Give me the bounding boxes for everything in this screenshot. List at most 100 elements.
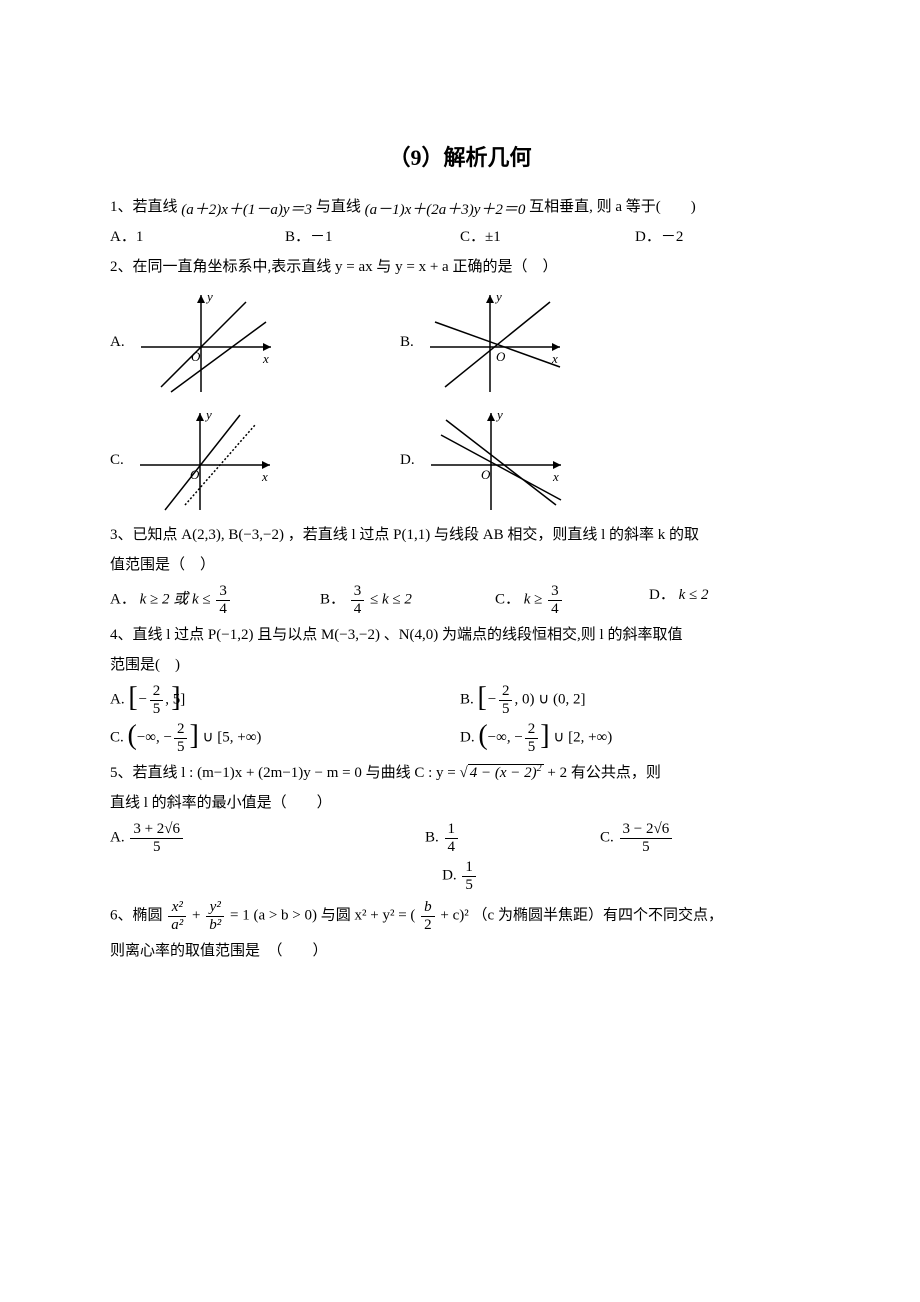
q5-opt-a: A. 3 + 2√65 — [110, 821, 425, 855]
q6-frac2: y²b² — [206, 899, 224, 933]
q2-stem: 2、在同一直角坐标系中,表示直线 y = ax 与 y = x + a 正确的是… — [110, 255, 810, 279]
q6-frac1: x²a² — [168, 899, 186, 933]
q1-tail: 互相垂直, 则 a 等于( ) — [529, 199, 696, 215]
q3-options: A． k ≥ 2 或 k ≤ 34 B． 34 ≤ k ≤ 2 C． k ≥ 3… — [110, 583, 810, 617]
q4-a-pre: A. — [110, 692, 128, 708]
q2-label-d: D. — [400, 448, 415, 472]
q2-label-c: C. — [110, 448, 124, 472]
q5-a-pre: A. — [110, 830, 128, 846]
q3-a-frac: 34 — [216, 583, 230, 617]
q1-line2: (a－1)x＋(2a＋3)y＋2＝0 — [365, 202, 526, 218]
q1-stem: 1、若直线 (a＋2)x＋(1－a)y＝3 与直线 (a－1)x＋(2a＋3)y… — [110, 195, 810, 219]
q3-a-pre: A． — [110, 592, 136, 608]
q2-graph-d: D. O x y — [400, 405, 660, 515]
q5-c-pre: C. — [600, 830, 618, 846]
q5-pre: 5、若直线 l : (m−1)x + (2m−1)y − m = 0 与曲线 C… — [110, 765, 460, 781]
q4-a-frac: 25 — [150, 683, 164, 717]
q4-c-frac: 25 — [174, 721, 188, 755]
origin-label: O — [190, 467, 200, 482]
q4-stem2: 范围是( ) — [110, 653, 810, 677]
q6-stem: 6、椭圆 x²a² + y²b² = 1 (a > b > 0) 与圆 x² +… — [110, 899, 810, 933]
q2-row2: C. O x y D. O x y — [110, 405, 810, 515]
q1-options: A．1 B．－1 C．±1 D．－2 — [110, 225, 810, 249]
q5-d-frac: 15 — [462, 859, 476, 893]
q1-mid: 与直线 — [316, 199, 361, 215]
q4-b-tail: , 0) ∪ (0, 2] — [514, 692, 585, 708]
q5-opt-c: C. 3 − 2√65 — [600, 821, 796, 855]
q1-pre: 1、若直线 — [110, 199, 178, 215]
coord-plot-a: O x y — [131, 287, 281, 397]
y-label: y — [204, 407, 212, 422]
q2-label-a: A. — [110, 330, 125, 354]
q5-b-frac: 14 — [445, 821, 459, 855]
q5-opt-b: B. 14 — [425, 821, 600, 855]
x-label: x — [262, 351, 269, 366]
q4-options-row2: C. ((−∞, −−∞, −25] ∪ [5, +∞) D. (−∞, −25… — [110, 721, 810, 755]
q3-stem2: 值范围是（ ） — [110, 553, 810, 577]
q4-options-row1: A. [−25, 5]] B. [−25, 0) ∪ (0, 2] — [110, 683, 810, 717]
q4-stem: 4、直线 l 过点 P(−1,2) 且与以点 M(−3,−2) 、N(4,0) … — [110, 623, 810, 647]
coord-plot-c: O x y — [130, 405, 280, 515]
y-label: y — [205, 289, 213, 304]
page-title: （9）解析几何 — [110, 140, 810, 175]
y-label: y — [494, 289, 502, 304]
q3-d-body: k ≤ 2 — [679, 587, 709, 603]
q3-b-frac: 34 — [351, 583, 365, 617]
q5-post: + 2 有公共点，则 — [547, 765, 660, 781]
q3-opt-a: A． k ≥ 2 或 k ≤ 34 — [110, 583, 320, 617]
q4-opt-a: A. [−25, 5]] — [110, 683, 460, 717]
q1-line1: (a＋2)x＋(1－a)y＝3 — [181, 202, 312, 218]
q3-c-frac: 34 — [548, 583, 562, 617]
q6-stem2: 则离心率的取值范围是 （ ） — [110, 939, 810, 963]
q3-b-body: ≤ k ≤ 2 — [370, 592, 412, 608]
q5-b-pre: B. — [425, 830, 443, 846]
q5-options-row1: A. 3 + 2√65 B. 14 C. 3 − 2√65 — [110, 821, 810, 855]
x-label: x — [261, 469, 268, 484]
q3-c-pre: C． — [495, 592, 520, 608]
q4-opt-d: D. (−∞, −25] ∪ [2, +∞) — [460, 721, 810, 755]
q6-eq: = 1 (a > b > 0) 与圆 x² + y² = ( — [230, 908, 415, 924]
q4-opt-b: B. [−25, 0) ∪ (0, 2] — [460, 683, 810, 717]
origin-label: O — [481, 467, 491, 482]
q3-opt-b: B． 34 ≤ k ≤ 2 — [320, 583, 495, 617]
origin-label: O — [496, 349, 506, 364]
q6-pre: 6、椭圆 — [110, 908, 166, 924]
q5-stem: 5、若直线 l : (m−1)x + (2m−1)y − m = 0 与曲线 C… — [110, 761, 810, 785]
q4-c-pre: C. — [110, 730, 128, 746]
q5-d-pre: D. — [442, 868, 460, 884]
q5-stem2: 直线 l 的斜率的最小值是（ ） — [110, 791, 810, 815]
q4-b-neg: − — [487, 692, 497, 708]
q3-opt-c: C． k ≥ 34 — [495, 583, 649, 617]
q6-plus: + — [192, 908, 204, 924]
q4-b-frac: 25 — [499, 683, 513, 717]
q1-opt-d: D．－2 — [635, 225, 810, 249]
q3-c-body: k ≥ — [524, 592, 546, 608]
q5-opt-d: D. 15 — [110, 859, 810, 893]
q1-opt-a: A．1 — [110, 225, 285, 249]
q2-graph-a: A. O x y — [110, 287, 370, 397]
q2-graph-c: C. O x y — [110, 405, 370, 515]
coord-plot-b: O x y — [420, 287, 570, 397]
q5-sqrt: √4 − (x − 2)2 — [460, 764, 544, 781]
q3-a-body: k ≥ 2 或 k ≤ — [140, 592, 215, 608]
q6-frac3: b2 — [421, 899, 435, 933]
q3-d-pre: D． — [649, 587, 675, 603]
q5-options-row2: D. 15 — [110, 859, 810, 893]
q5-a-frac: 3 + 2√65 — [130, 821, 183, 855]
q2-row1: A. O x y B. O x y — [110, 287, 810, 397]
q4-b-pre: B. — [460, 692, 478, 708]
q4-opt-c: C. ((−∞, −−∞, −25] ∪ [5, +∞) — [110, 721, 460, 755]
q4-d-frac: 25 — [525, 721, 539, 755]
q4-d-pre: D. — [460, 730, 478, 746]
q5-c-frac: 3 − 2√65 — [620, 821, 673, 855]
q1-opt-b: B．－1 — [285, 225, 460, 249]
q4-a-neg: − — [138, 692, 148, 708]
q2-graph-b: B. O x y — [400, 287, 660, 397]
q3-stem: 3、已知点 A(2,3), B(−3,−2) ，若直线 l 过点 P(1,1) … — [110, 523, 810, 547]
q2-label-b: B. — [400, 330, 414, 354]
q6-post: + c)² （c 为椭圆半焦距）有四个不同交点， — [440, 908, 723, 924]
x-label: x — [552, 469, 559, 484]
q1-opt-c: C．±1 — [460, 225, 635, 249]
q3-b-pre: B． — [320, 592, 345, 608]
y-label: y — [495, 407, 503, 422]
